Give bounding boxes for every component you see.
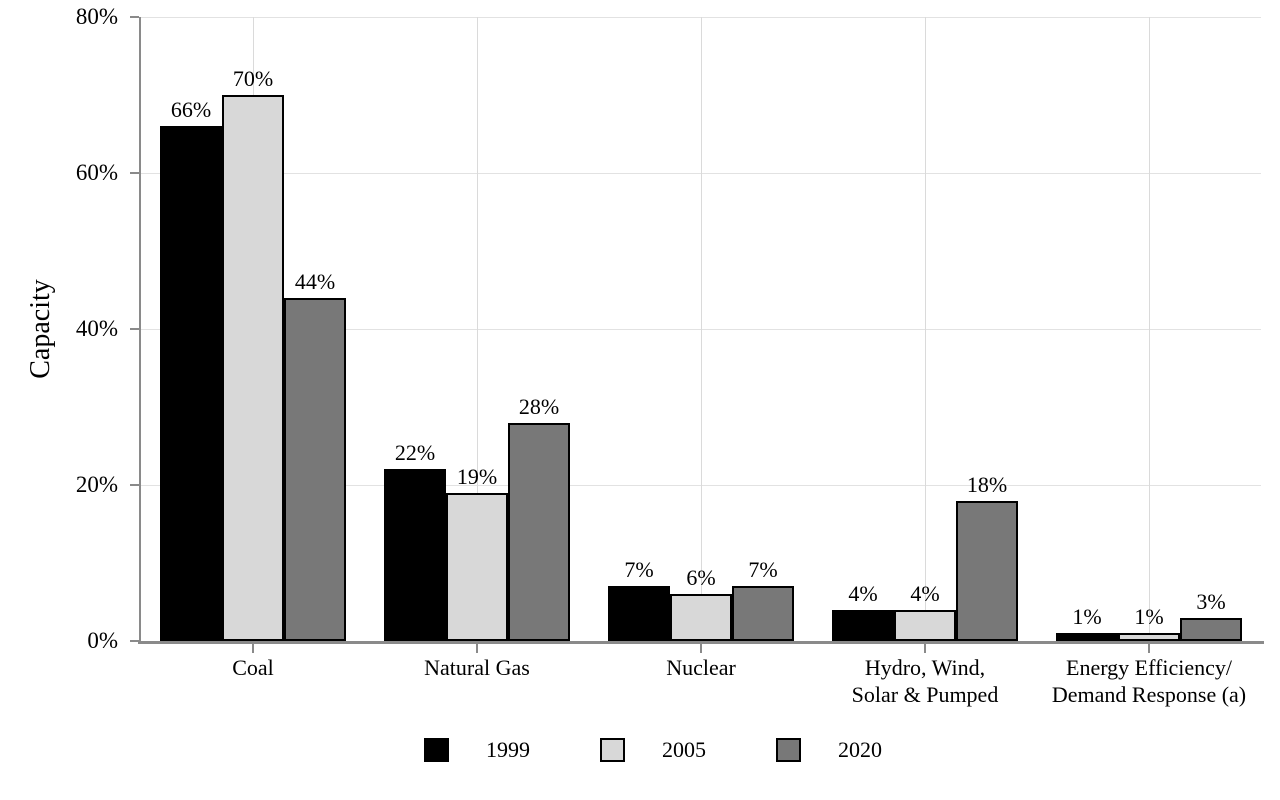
bar-value-label: 44% — [294, 268, 336, 294]
y-tick-label: 80% — [75, 4, 118, 29]
bar — [832, 609, 894, 641]
x-axis-tick — [476, 644, 478, 653]
bar — [1180, 617, 1242, 641]
bar-value-label: 1% — [1072, 604, 1102, 630]
x-axis-tick — [700, 644, 702, 653]
legend-swatch — [776, 738, 801, 762]
category-label: Energy Efficiency/ Demand Response (a) — [1051, 655, 1247, 707]
y-axis-tick — [130, 328, 139, 330]
y-axis-tick — [130, 172, 139, 174]
gridline-vertical — [476, 17, 478, 641]
legend-item: 1999 — [424, 738, 530, 762]
bar — [1118, 633, 1180, 641]
bar — [956, 500, 1018, 641]
gridline-vertical — [924, 17, 926, 641]
y-tick-label: 40% — [75, 316, 118, 341]
bar — [894, 609, 956, 641]
bar-value-label: 18% — [966, 471, 1008, 497]
bar-value-label: 7% — [624, 557, 654, 583]
y-tick-label: 60% — [75, 160, 118, 185]
legend-swatch — [600, 738, 625, 762]
bar — [384, 469, 446, 641]
plot-area: 0% 20% 40% 60% 80% 66% 70% 44% 22% 19% 28% 7% 6% 7% 4%… — [76, 4, 1264, 707]
legend: 1999 2005 2020 — [424, 738, 882, 762]
bar-value-label: 7% — [748, 557, 778, 583]
y-axis-tick — [130, 484, 139, 486]
bar — [160, 126, 222, 641]
x-axis-tick — [1148, 644, 1150, 653]
gridline-vertical — [1148, 17, 1150, 641]
y-tick-label: 0% — [87, 628, 118, 653]
legend-label: 2005 — [662, 737, 706, 762]
bar-value-label: 70% — [232, 66, 274, 91]
x-axis-tick — [924, 644, 926, 653]
x-axis-line — [138, 641, 1264, 644]
legend-item: 2020 — [776, 738, 882, 762]
legend-label: 2020 — [838, 737, 882, 762]
gridline-vertical — [700, 17, 702, 641]
bar — [446, 492, 508, 641]
bar-value-label: 19% — [456, 463, 498, 489]
bar-value-label: 3% — [1196, 588, 1226, 614]
y-axis-tick — [130, 16, 139, 18]
bar-value-label: 22% — [394, 440, 436, 466]
legend-swatch — [424, 738, 449, 762]
bar-value-label: 28% — [518, 393, 560, 419]
bar-value-label: 66% — [170, 97, 212, 123]
bar — [670, 594, 732, 641]
category-label: Coal — [232, 655, 274, 680]
category-label: Nuclear — [666, 655, 736, 680]
bar — [608, 586, 670, 641]
category-label: Natural Gas — [424, 655, 530, 680]
bar-value-label: 4% — [910, 580, 940, 606]
x-axis-tick — [252, 644, 254, 653]
bar — [508, 422, 570, 641]
bar-value-label: 4% — [848, 580, 878, 606]
bar — [732, 586, 794, 641]
bar — [284, 297, 346, 641]
legend-item: 2005 — [600, 738, 706, 762]
bar-value-label: 1% — [1134, 604, 1164, 630]
bar-value-label: 6% — [686, 565, 716, 591]
bar — [222, 95, 284, 641]
legend-label: 1999 — [486, 737, 530, 762]
category-label: Hydro, Wind, Solar & Pumped — [851, 655, 999, 707]
y-axis-line — [139, 17, 141, 644]
bar — [1056, 633, 1118, 641]
y-tick-label: 20% — [75, 472, 118, 497]
y-axis-tick — [130, 640, 139, 642]
